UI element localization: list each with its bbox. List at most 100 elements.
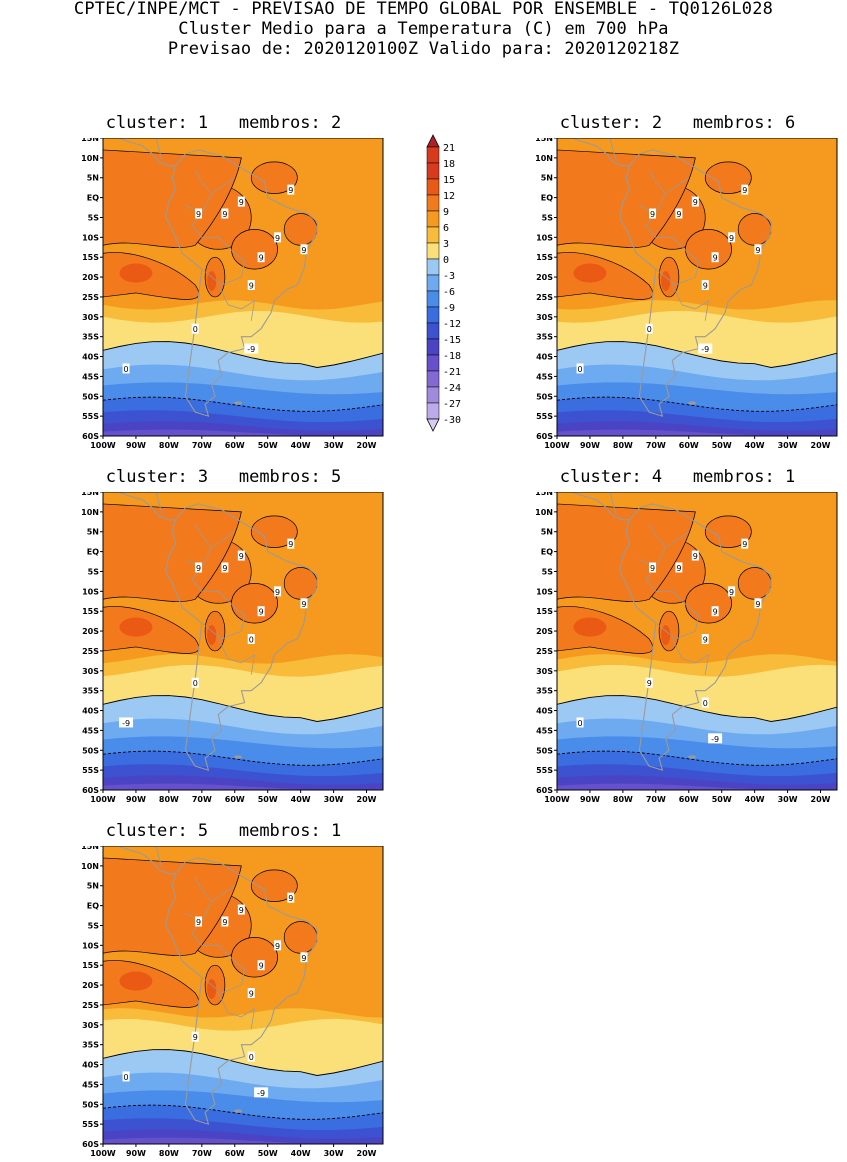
lon-label: 70W [192, 1149, 212, 1158]
colorbar-segment [426, 402, 440, 420]
colorbar-label: 9 [443, 207, 449, 218]
svg-text:9: 9 [676, 564, 681, 573]
colorbar-segment [426, 258, 440, 276]
svg-text:9: 9 [650, 564, 655, 573]
svg-text:0: 0 [193, 679, 198, 688]
lat-label: 35S [82, 1041, 99, 1050]
south-america-coast [165, 857, 318, 1125]
lat-label: 5S [88, 567, 100, 576]
map-cluster-1: 9 9 9 9 9 9 9 9 0 0 -9 15N 10N 5N EQ 5S 10S 15S 20S 25S 30S 3… [63, 138, 384, 450]
warm-region-4 [685, 583, 732, 624]
colorbar-label: -21 [443, 367, 461, 378]
colorbar-segment [426, 306, 440, 324]
lat-label: 15S [82, 607, 99, 616]
lat-label: 50S [82, 392, 99, 401]
lon-label: 50W [258, 441, 278, 450]
lat-label: 60S [82, 786, 99, 795]
lat-label: 35S [536, 333, 553, 342]
hot-core-0 [573, 617, 607, 637]
svg-text:9: 9 [196, 564, 201, 573]
header-subtitle: Cluster Medio para a Temperatura (C) em … [178, 19, 669, 39]
country-border-1 [217, 992, 256, 1029]
lat-label: 55S [82, 412, 99, 421]
contour-label: 0 [122, 363, 130, 374]
caribbean-coast [142, 138, 163, 161]
country-border-0 [191, 531, 246, 640]
colorbar-segment [426, 354, 440, 372]
contour-label: 9 [701, 280, 709, 291]
lat-label: 15N [81, 846, 99, 851]
hot-core-0 [573, 263, 607, 283]
contour-label: 9 [237, 196, 245, 207]
svg-text:9: 9 [275, 234, 280, 243]
lat-label: 30S [82, 1021, 99, 1030]
map-panel-cluster-1: cluster: 1 membros: 2 9 9 9 9 9 9 9 9 0 0 -9 15N 10N… [63, 114, 384, 450]
contour-label: -9 [708, 733, 723, 744]
colorbar-label: -3 [443, 271, 455, 282]
colorbar-label: 6 [443, 223, 449, 234]
svg-text:9: 9 [713, 254, 718, 263]
contour-zero [103, 695, 383, 722]
lon-label: 70W [192, 441, 212, 450]
lon-label: 50W [712, 795, 732, 804]
colorbar-label: -30 [443, 415, 461, 426]
lon-label: 100W [90, 441, 116, 450]
lon-label: 60W [225, 441, 245, 450]
lat-label: 10S [82, 941, 99, 950]
central-america-coast [116, 138, 176, 167]
warm-zone [557, 503, 696, 602]
lat-label: 40S [82, 1061, 99, 1070]
lon-label: 90W [126, 795, 146, 804]
warm-region-4 [231, 583, 278, 624]
header-dates: Previsao de: 2020120100Z Valido para: 20… [167, 39, 680, 59]
contour-label: 0 [247, 1051, 255, 1062]
lat-label: 55S [536, 766, 553, 775]
colorbar-segment [426, 194, 440, 212]
map-panel-cluster-4: cluster: 4 membros: 1 9 9 9 9 9 9 9 9 9 0 0 -9 15N 10… [517, 468, 838, 804]
warm-region-4 [685, 229, 732, 270]
contour-label: 9 [675, 562, 683, 573]
lat-label: 10N [81, 154, 99, 163]
lat-label: 25S [536, 647, 553, 656]
map-frame [102, 846, 384, 1145]
contour-label: 9 [247, 280, 255, 291]
contour-label: 0 [576, 363, 584, 374]
lat-label: 30S [536, 313, 553, 322]
hot-core-0 [119, 263, 153, 283]
lat-label: 5N [87, 882, 99, 891]
temperature-band-8 [103, 429, 383, 436]
lat-label: 60S [82, 1140, 99, 1149]
lat-label: 45S [82, 726, 99, 735]
central-america-coast [116, 492, 176, 521]
country-border-3 [194, 877, 213, 902]
contour-minus-9 [557, 750, 837, 766]
map-graphic: 9 9 9 9 9 9 9 9 0 0 -9 15N 10N 5N EQ 5S 10S 15S 20S 25S 30S 3… [81, 138, 384, 450]
svg-text:9: 9 [301, 954, 306, 963]
lon-label: 100W [544, 795, 570, 804]
contour-label: 0 [701, 697, 709, 708]
lon-label: 100W [544, 441, 570, 450]
falkland-islands [234, 755, 243, 759]
contour-label: 9 [675, 208, 683, 219]
country-border-1 [217, 284, 256, 321]
map-panel-cluster-5: cluster: 5 membros: 1 9 9 9 9 9 9 9 9 9 0 0 -9 15N 10… [63, 822, 384, 1158]
caribbean-coast [596, 492, 617, 515]
lat-label: 45S [82, 1080, 99, 1089]
contour-label: 9 [645, 677, 653, 688]
hot-core-1 [207, 625, 217, 645]
map-frame [556, 138, 838, 437]
lat-label: 15N [535, 138, 553, 143]
caribbean-coast [596, 138, 617, 161]
warm-region-5 [250, 515, 298, 548]
contour-label: 9 [728, 586, 736, 597]
map-frame [556, 492, 838, 791]
country-border-1 [671, 638, 710, 675]
contour-label: 9 [649, 562, 657, 573]
lon-label: 40W [291, 1149, 311, 1158]
colorbar-segment [426, 210, 440, 228]
lat-label: 10N [535, 154, 553, 163]
lat-label: 15S [536, 253, 553, 262]
central-america-coast [570, 138, 630, 167]
colorbar-label: -12 [443, 319, 461, 330]
map-panel-cluster-2: cluster: 2 membros: 6 9 9 9 9 9 9 9 9 0 0 -9 15N 10N… [517, 114, 838, 450]
